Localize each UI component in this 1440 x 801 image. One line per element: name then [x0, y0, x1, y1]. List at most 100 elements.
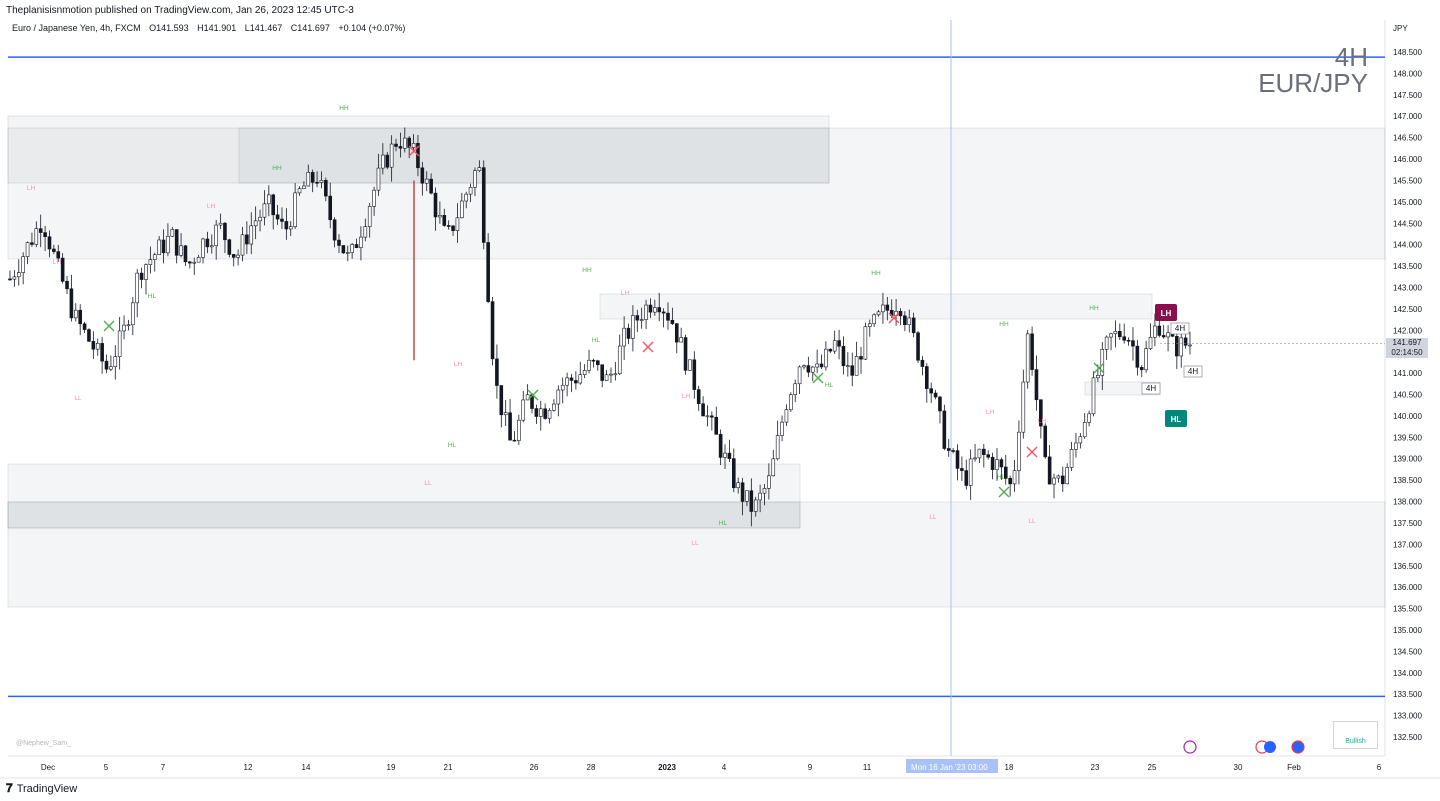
y-tick-label: 133.500 [1393, 690, 1422, 699]
candle-body [1144, 348, 1148, 371]
candle-body [47, 236, 52, 250]
candle-body [38, 228, 43, 233]
candle-body [324, 180, 328, 197]
y-tick-label: 148.500 [1393, 48, 1422, 57]
x-tick-label: 25 [1148, 763, 1157, 772]
y-tick-label: 139.500 [1393, 433, 1422, 442]
candle-body [929, 388, 933, 394]
lh-badge [1155, 304, 1177, 321]
zone-mid [599, 293, 1153, 320]
structure-label: LL [1028, 518, 1036, 525]
ohlc-change: +0.104 (+0.07%) [338, 23, 406, 33]
candle-body [1087, 413, 1091, 423]
candle-body [1135, 345, 1140, 368]
candle-body [1091, 377, 1096, 415]
candle-body [990, 456, 995, 470]
candle-body [411, 143, 416, 148]
candle-body [683, 337, 688, 371]
candle-body [582, 370, 587, 376]
y-tick-label: 139.000 [1393, 455, 1422, 464]
candle-body [473, 170, 477, 188]
structure-break-icon [998, 486, 1010, 498]
candle-body [280, 218, 284, 222]
candle-body [60, 257, 65, 282]
candle-body [964, 470, 969, 486]
footer-brand[interactable]: 𝟕 TradingView [6, 781, 77, 796]
structure-label: LH [621, 290, 630, 297]
candle-body [1034, 369, 1039, 401]
candle-body [859, 356, 863, 360]
candle-body [87, 329, 91, 342]
ohlc-low: L141.467 [244, 23, 283, 33]
candle-body [644, 304, 648, 320]
y-tick-label: 141.000 [1393, 369, 1422, 378]
candle-body [517, 419, 521, 441]
candle-body [240, 234, 245, 256]
candle-body [705, 415, 710, 418]
candle-body [315, 182, 319, 184]
candle-body [1017, 431, 1021, 471]
candle-body [122, 324, 126, 332]
structure-label: HH [272, 165, 282, 172]
y-tick-label: 140.500 [1393, 391, 1422, 400]
candle-body [424, 178, 429, 184]
candle-body [819, 363, 824, 368]
x-tick-label: 11 [863, 763, 872, 772]
candle-body [288, 226, 293, 230]
candle-body [179, 245, 183, 256]
candle-body [907, 317, 912, 326]
candle-body [201, 238, 205, 258]
candle-body [1056, 475, 1061, 479]
candle-body [815, 363, 819, 368]
candle-body [609, 373, 613, 376]
crosshair-time-label: Mon 16 Jan '23 03:00 [911, 763, 988, 772]
candle-body [653, 307, 657, 313]
structure-label: HH [339, 105, 349, 112]
candle-body [626, 327, 631, 339]
candle-body [16, 272, 21, 278]
structure-label: HL [997, 474, 1006, 481]
candle-body [8, 278, 12, 281]
candle-body [481, 167, 486, 243]
candle-body [1100, 349, 1105, 376]
candle-body [359, 236, 363, 248]
zone-lower-1 [7, 463, 801, 529]
candle-body [596, 360, 600, 366]
candle-body [131, 302, 135, 326]
candle-body [824, 348, 828, 368]
candle-body [863, 326, 868, 360]
candle-body [828, 348, 833, 352]
candle-body [499, 385, 504, 416]
y-tick-label: 138.500 [1393, 476, 1422, 485]
timeframe-box [1141, 382, 1161, 395]
candle-body [789, 394, 793, 411]
timeframe-label: 4H [1175, 324, 1185, 333]
candle-body [911, 317, 916, 334]
y-tick-label: 143.000 [1393, 283, 1422, 292]
x-tick-label: 23 [1091, 763, 1100, 772]
zone-upper-3 [7, 127, 1386, 260]
candle-body [328, 195, 333, 221]
candle-body [468, 186, 473, 195]
candle-body [455, 217, 460, 231]
symbol-description: Euro / Japanese Yen, 4h, FXCM [12, 23, 141, 33]
candle-body [332, 219, 337, 241]
candle-body [341, 245, 346, 254]
candle-body [477, 167, 482, 172]
lh-badge-label: LH [1161, 309, 1172, 318]
candle-body [617, 345, 622, 375]
x-tick-label: 5 [104, 763, 109, 772]
candle-body [100, 343, 104, 362]
candle-body [214, 224, 218, 247]
candle-body [139, 272, 144, 280]
candle-body [109, 366, 113, 370]
candle-body [306, 172, 311, 187]
candle-body [385, 154, 390, 168]
structure-label: LH [53, 259, 62, 266]
symbol-legend[interactable]: Euro / Japanese Yen, 4h, FXCM O141.593 H… [12, 23, 411, 33]
candle-body [1082, 422, 1087, 438]
candle-body [1060, 475, 1065, 485]
structure-label: HH [999, 321, 1009, 328]
candle-body [749, 490, 754, 512]
